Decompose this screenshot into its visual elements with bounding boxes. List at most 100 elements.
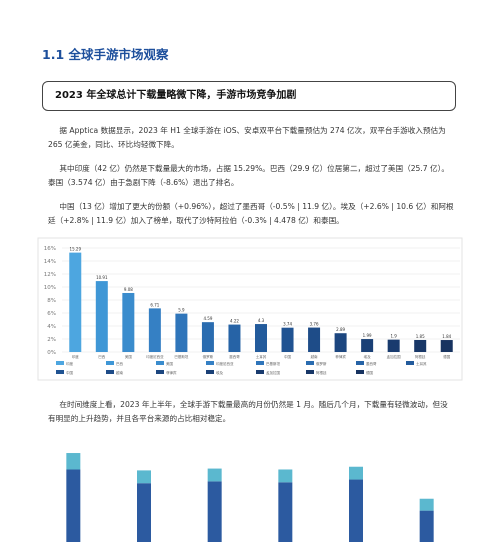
legend-label: 埃及 <box>216 370 223 375</box>
x-tick-label: 俄罗斯 <box>203 354 214 359</box>
bar <box>281 327 294 352</box>
x-tick-label: 中国 <box>284 354 292 359</box>
legend-label: 印度 <box>66 361 73 366</box>
x-tick-label: 墨西哥 <box>229 354 240 359</box>
legend-swatch <box>306 361 314 365</box>
bar-segment <box>137 483 151 542</box>
bar-segment <box>419 510 434 542</box>
bar-segment <box>66 469 81 542</box>
bar-segment <box>419 498 434 511</box>
bar <box>308 327 321 352</box>
legend-swatch <box>256 361 264 365</box>
data-label: 1.99 <box>363 333 372 338</box>
legend-label: 美国 <box>166 361 173 366</box>
x-tick-label: 阿根廷 <box>415 354 426 359</box>
bar-segment <box>66 453 81 470</box>
bar <box>387 339 400 352</box>
paragraph: 在时间维度上看，2023 年上半年，全球手游下载量最高的月份仍然是 1 月。随后… <box>48 400 448 423</box>
bar-segment <box>207 468 222 482</box>
y-tick-label: 14% <box>44 259 56 265</box>
data-label: 4.59 <box>203 316 212 321</box>
data-label: 4.22 <box>230 319 239 324</box>
y-tick-label: 4% <box>47 324 56 330</box>
heading: 1.1 全球手游市场观察 <box>42 47 169 62</box>
y-tick-label: 8% <box>47 298 56 304</box>
legend-label: 越南 <box>116 370 123 375</box>
stacked-bar-chart <box>66 453 434 542</box>
legend-swatch <box>406 361 414 365</box>
legend-swatch <box>356 370 364 374</box>
bar-segment <box>278 469 293 483</box>
paragraph: 中国（13 亿）增加了更大的份额（+0.96%），超过了墨西哥（-0.5% | … <box>48 202 454 225</box>
bar <box>95 281 108 352</box>
x-tick-label: 印度尼西亚 <box>146 354 164 359</box>
y-tick-label: 10% <box>44 285 56 291</box>
bar-segment <box>137 470 151 484</box>
bar <box>334 333 347 352</box>
bar <box>175 313 188 352</box>
data-label: 2.89 <box>336 327 345 332</box>
data-label: 15.29 <box>70 247 82 252</box>
bar-chart: 0%2%4%6%8%10%12%14%16% 15.29印度印度10.91巴西巴西… <box>37 237 463 381</box>
legend-label: 墨西哥 <box>366 361 377 366</box>
legend-label: 土耳其 <box>416 361 427 366</box>
x-tick-label: 土耳其 <box>256 354 267 359</box>
data-label: 3.74 <box>283 322 292 327</box>
data-label: 6.71 <box>150 302 159 307</box>
x-tick-label: 德国 <box>443 354 451 359</box>
y-tick-label: 2% <box>47 337 56 343</box>
x-tick-label: 美国 <box>125 354 132 359</box>
legend-swatch <box>106 361 114 365</box>
paragraph: 其中印度（42 亿）仍然是下载量最大的市场，占据 15.29%。巴西（29.9 … <box>48 164 450 187</box>
legend-swatch <box>256 370 264 374</box>
bar-segment <box>349 479 363 542</box>
x-tick-label: 印度 <box>72 354 79 359</box>
x-tick-label: 巴西 <box>98 355 105 359</box>
data-label: 1.9 <box>390 334 397 339</box>
data-label: 4.3 <box>258 318 265 323</box>
legend-swatch <box>306 370 314 374</box>
x-tick-label: 越南 <box>311 354 318 359</box>
legend-swatch <box>356 361 364 365</box>
legend-label: 印度尼西亚 <box>216 361 234 366</box>
bar <box>361 339 374 352</box>
y-tick-label: 6% <box>47 311 56 317</box>
data-label: 3.76 <box>310 322 319 327</box>
bar <box>440 340 453 352</box>
data-label: 1.84 <box>442 334 451 339</box>
bar <box>148 308 161 352</box>
callout: 2023 年全球总计下载量略微下降，手游市场竞争加剧 <box>42 81 456 111</box>
legend-swatch <box>156 361 164 365</box>
x-tick-label: 孟加拉国 <box>387 354 401 359</box>
bar-segment <box>207 481 222 542</box>
legend-label: 巴基斯坦 <box>266 361 280 366</box>
y-tick-label: 16% <box>44 246 56 252</box>
bar-segment <box>278 482 293 542</box>
legend-label: 阿根廷 <box>316 370 327 375</box>
data-label: 10.91 <box>96 275 108 280</box>
data-label: 5.9 <box>178 308 185 313</box>
y-tick-label: 0% <box>47 350 56 356</box>
legend-label: 德国 <box>366 370 374 375</box>
x-tick-label: 埃及 <box>364 354 371 359</box>
legend-label: 俄罗斯 <box>316 361 327 366</box>
y-tick-label: 12% <box>44 272 56 278</box>
x-tick-label: 菲律宾 <box>335 354 346 359</box>
legend-label: 孟加拉国 <box>266 370 280 375</box>
bar <box>228 324 241 352</box>
legend-swatch <box>106 370 114 374</box>
bar <box>414 339 427 352</box>
bar <box>122 292 135 352</box>
legend-label: 菲律宾 <box>166 370 177 375</box>
chart-panel <box>37 237 463 381</box>
bar-segment <box>349 466 363 480</box>
legend-swatch <box>56 370 64 374</box>
legend-swatch <box>206 361 214 365</box>
bar <box>201 322 214 352</box>
legend-label: 中国 <box>66 370 73 375</box>
bar <box>69 252 82 352</box>
legend-swatch <box>206 370 214 374</box>
x-tick-label: 巴基斯坦 <box>174 354 188 359</box>
legend-label: 巴西 <box>116 362 123 366</box>
